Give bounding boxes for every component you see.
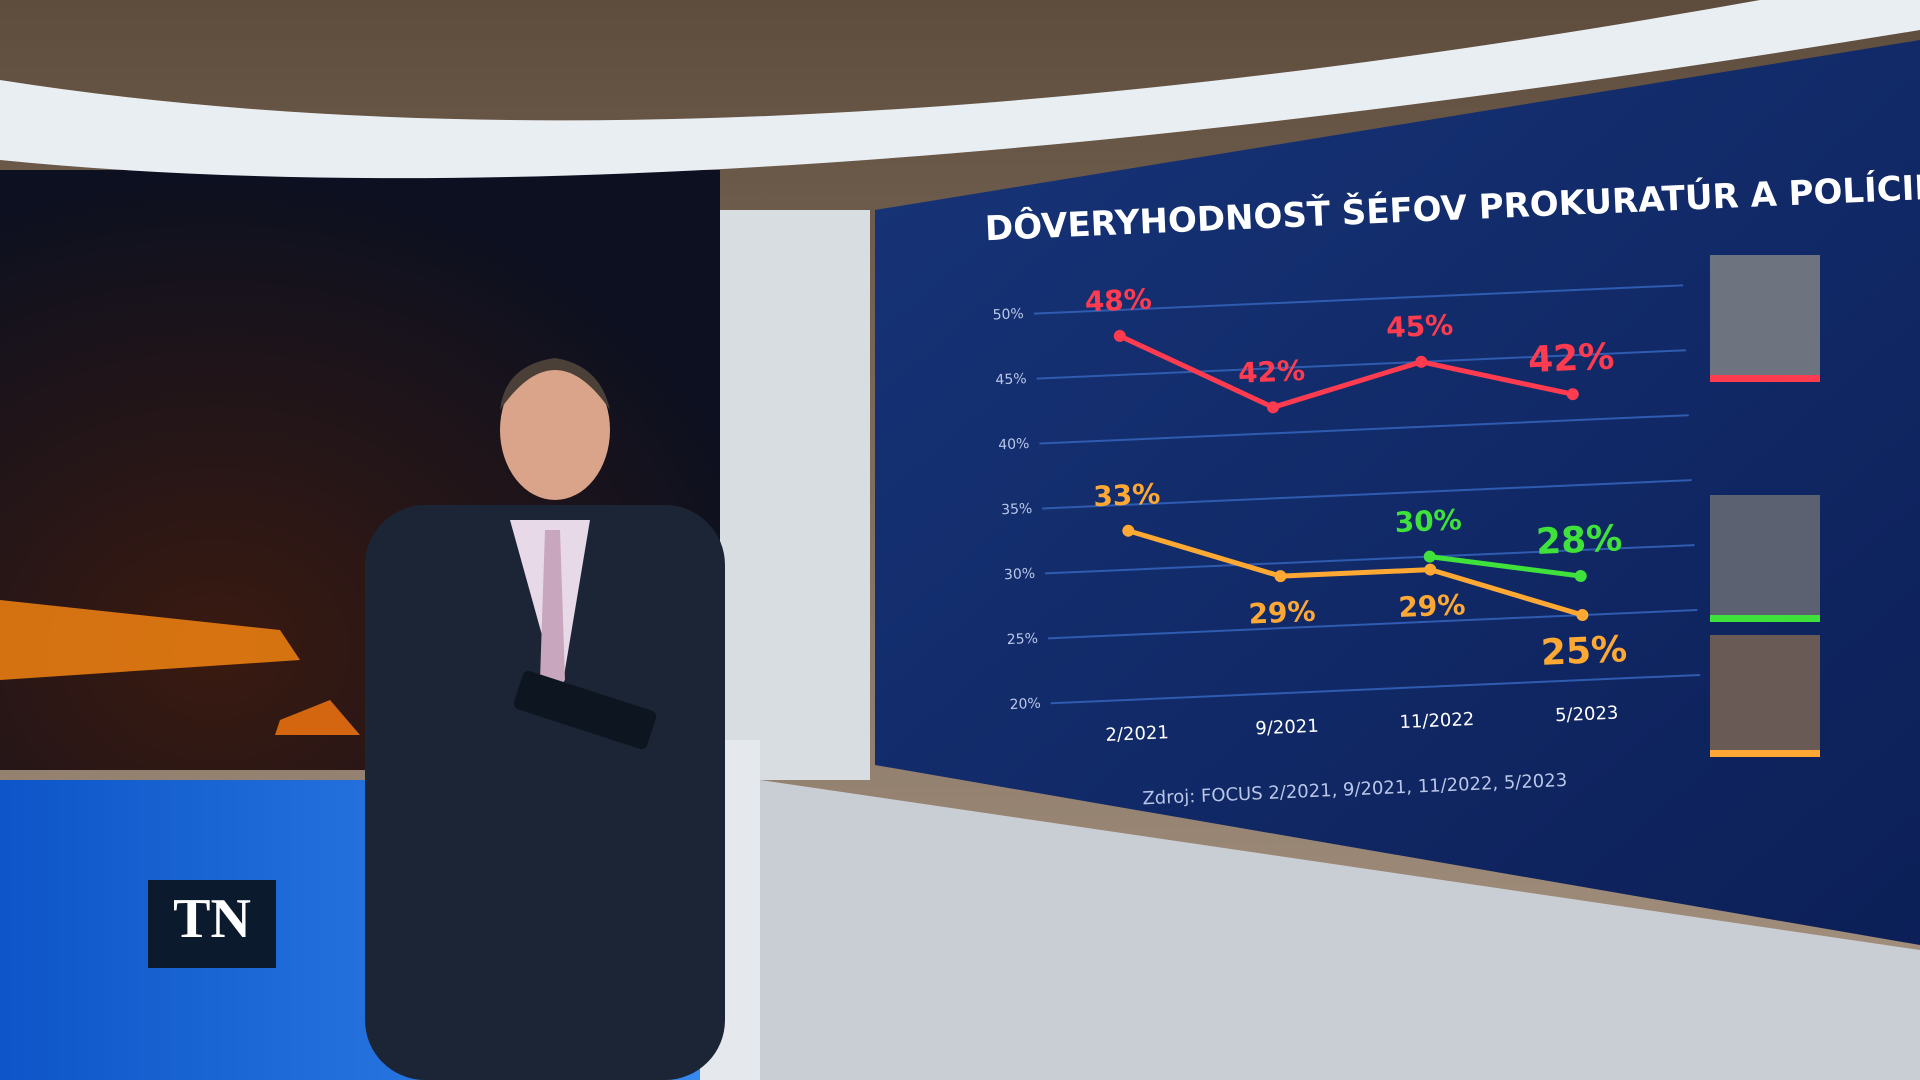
grid-line [1047,609,1698,640]
grid-line [1042,479,1692,510]
presenter-tie [540,530,565,700]
value-label: 30% [1394,503,1462,539]
value-label: 25% [1540,629,1628,674]
point [1415,355,1428,368]
y-tick-label: 45% [995,371,1027,388]
value-label: 42% [1527,336,1615,381]
value-label: 29% [1248,595,1316,631]
photo-stripe [1710,615,1820,622]
point [1566,388,1579,401]
grid-line [1036,349,1687,380]
x-tick-label: 2/2021 [1105,722,1169,746]
x-tick-label: 9/2021 [1255,716,1319,740]
x-tick-label: 5/2023 [1555,703,1619,727]
point [1424,563,1437,576]
y-tick-label: 50% [992,306,1024,323]
pillar [720,210,870,780]
map-glow [275,700,360,735]
series-line [1118,333,1574,410]
point [1113,329,1126,342]
series-line [1429,554,1582,579]
grid-line [1039,414,1689,445]
light-band [0,0,1920,179]
presenter-suit [365,505,725,1080]
series-line [1127,528,1584,618]
value-label: 48% [1084,283,1152,319]
y-tick-label: 30% [1004,566,1036,583]
person-photo [1710,255,1820,375]
value-label: 45% [1385,308,1453,344]
point [1576,609,1589,622]
photo-stripe [1710,375,1820,382]
point [1574,570,1587,583]
grid-line [1033,284,1684,315]
grid-line [1045,544,1695,575]
point [1122,524,1135,537]
logo-box [148,880,276,968]
map-glow [0,600,300,680]
photos [1710,255,1820,757]
presenter-head [500,360,610,500]
presenter-hair [500,358,610,410]
y-tick-label: 35% [1001,501,1033,518]
point [1267,401,1280,414]
y-tick-label: 20% [1009,696,1041,713]
photo-stripe [1710,750,1820,757]
value-label: 42% [1237,354,1305,390]
person-photo [1710,495,1820,615]
x-tick-label: 11/2022 [1399,709,1475,733]
value-label: 29% [1398,588,1466,624]
y-tick-label: 40% [998,436,1030,453]
tablet [513,670,657,750]
person-photo [1710,635,1820,750]
grid-line [1050,673,1701,705]
value-label: 33% [1093,477,1161,513]
point [1423,550,1436,563]
channel-logo: TN [173,888,251,950]
value-label: 28% [1535,518,1623,563]
floor-panel [760,780,1920,1080]
point [1274,570,1287,583]
y-tick-label: 25% [1006,631,1038,648]
